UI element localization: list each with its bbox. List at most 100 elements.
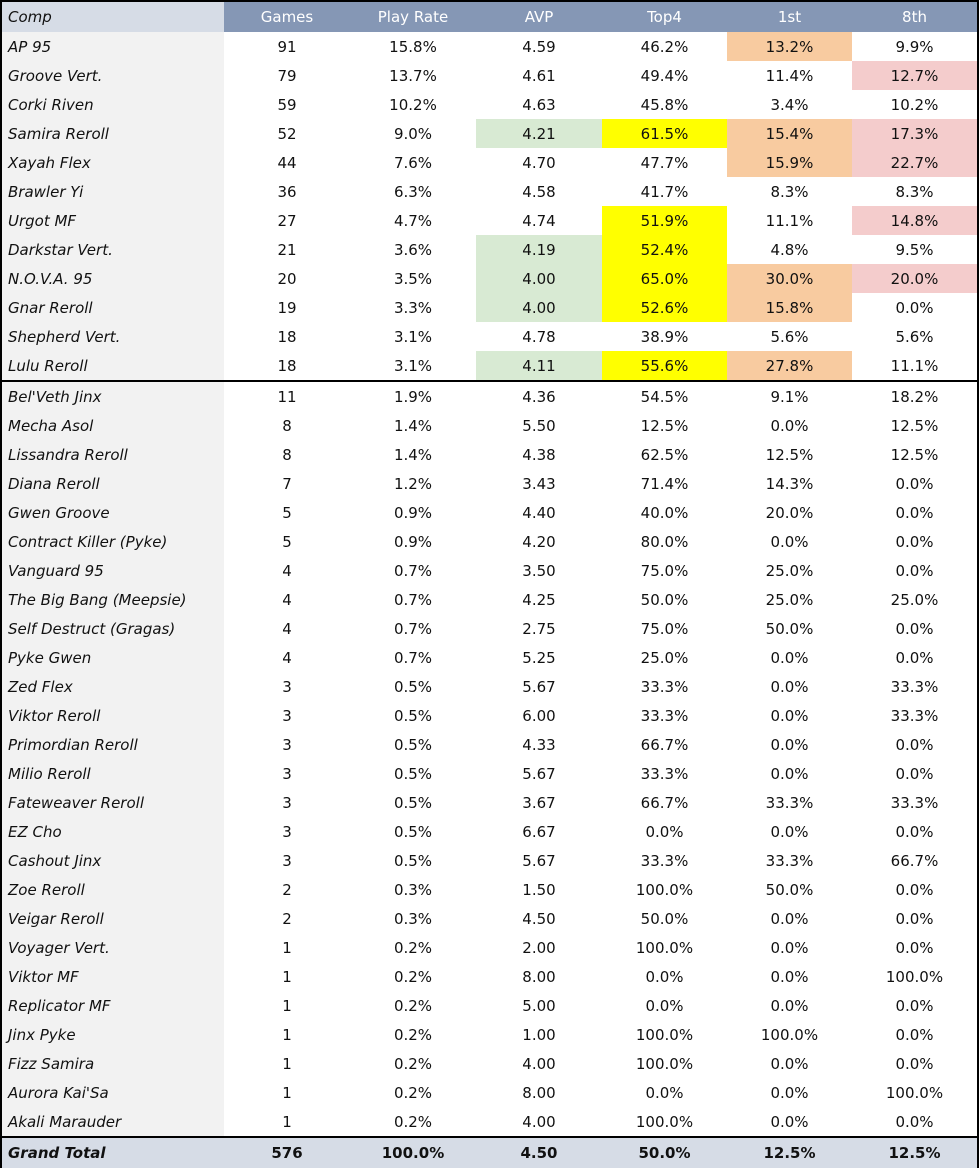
eighth-cell: 0.0% [895, 648, 934, 667]
col-header-top4[interactable]: Top4 [602, 2, 727, 32]
comp-cell: Xayah Flex [2, 148, 224, 177]
top4-cell: 49.4% [640, 66, 689, 85]
table-row: Jinx Pyke 1 0.2% 1.00 100.0% 100.0% 0.0% [2, 1020, 977, 1049]
col-header-games[interactable]: Games [224, 2, 350, 32]
games-cell: 59 [277, 95, 297, 114]
eighth-cell: 0.0% [895, 1054, 934, 1073]
col-header-avp[interactable]: AVP [476, 2, 602, 32]
games-cell: 19 [277, 298, 297, 317]
first-cell: 14.3% [765, 474, 814, 493]
col-header-8th[interactable]: 8th [852, 2, 977, 32]
top4-cell: 46.2% [640, 37, 689, 56]
games-cell: 21 [277, 240, 297, 259]
eighth-cell: 10.2% [890, 95, 939, 114]
play-rate-cell: 3.5% [393, 269, 433, 288]
total-first: 12.5% [727, 1136, 852, 1168]
table-row: Darkstar Vert. 21 3.6% 4.19 52.4% 4.8% 9.5% [2, 235, 977, 264]
first-cell: 3.4% [770, 95, 809, 114]
first-cell: 0.0% [770, 764, 809, 783]
first-cell: 0.0% [770, 1054, 809, 1073]
comp-cell: Primordian Reroll [2, 730, 224, 759]
table-row: EZ Cho 3 0.5% 6.67 0.0% 0.0% 0.0% [2, 817, 977, 846]
first-cell: 0.0% [770, 822, 809, 841]
first-cell: 0.0% [770, 532, 809, 551]
play-rate-cell: 1.2% [393, 474, 433, 493]
eighth-cell: 0.0% [895, 503, 934, 522]
games-cell: 20 [277, 269, 297, 288]
top4-cell: 100.0% [635, 1112, 694, 1131]
avp-cell: 4.21 [476, 119, 602, 148]
table-row: Fizz Samira 1 0.2% 4.00 100.0% 0.0% 0.0% [2, 1049, 977, 1078]
games-cell: 27 [277, 211, 297, 230]
avp-cell: 4.20 [522, 532, 556, 551]
table-row: Groove Vert. 79 13.7% 4.61 49.4% 11.4% 12.7% [2, 61, 977, 90]
avp-cell: 4.50 [522, 909, 556, 928]
first-cell: 0.0% [770, 706, 809, 725]
eighth-cell: 0.0% [895, 764, 934, 783]
top4-cell: 0.0% [645, 967, 684, 986]
table-row: Viktor MF 1 0.2% 8.00 0.0% 0.0% 100.0% [2, 962, 977, 991]
top4-cell: 54.5% [640, 387, 689, 406]
comp-cell: Veigar Reroll [2, 904, 224, 933]
games-cell: 91 [277, 37, 297, 56]
games-cell: 1 [282, 1083, 292, 1102]
play-rate-cell: 0.7% [393, 590, 433, 609]
col-header-comp[interactable]: Comp [2, 2, 224, 32]
col-header-1st[interactable]: 1st [727, 2, 852, 32]
play-rate-cell: 10.2% [389, 95, 437, 114]
eighth-cell: 0.0% [895, 1025, 934, 1044]
table-row: Veigar Reroll 2 0.3% 4.50 50.0% 0.0% 0.0% [2, 904, 977, 933]
total-play-rate: 100.0% [350, 1136, 476, 1168]
games-cell: 1 [282, 967, 292, 986]
top4-cell: 40.0% [640, 503, 689, 522]
games-cell: 4 [282, 561, 292, 580]
comp-cell: Samira Reroll [2, 119, 224, 148]
eighth-cell: 0.0% [895, 298, 934, 317]
avp-cell: 3.43 [522, 474, 556, 493]
table-row: Shepherd Vert. 18 3.1% 4.78 38.9% 5.6% 5.6% [2, 322, 977, 351]
col-header-play-rate[interactable]: Play Rate [350, 2, 476, 32]
comp-cell: AP 95 [2, 32, 224, 61]
table-row: Akali Marauder 1 0.2% 4.00 100.0% 0.0% 0.0% [2, 1107, 977, 1137]
comp-cell: Mecha Asol [2, 411, 224, 440]
play-rate-cell: 0.3% [393, 909, 433, 928]
games-cell: 3 [282, 793, 292, 812]
comp-cell: Shepherd Vert. [2, 322, 224, 351]
games-cell: 8 [282, 416, 292, 435]
first-cell: 4.8% [770, 240, 809, 259]
avp-cell: 4.59 [522, 37, 556, 56]
avp-cell: 4.74 [522, 211, 556, 230]
eighth-cell: 33.3% [890, 677, 939, 696]
top4-cell: 100.0% [635, 938, 694, 957]
avp-cell: 4.00 [522, 1054, 556, 1073]
eighth-cell: 25.0% [890, 590, 939, 609]
eighth-cell: 12.5% [890, 416, 939, 435]
play-rate-cell: 0.5% [393, 706, 433, 725]
eighth-cell: 9.5% [895, 240, 934, 259]
top4-cell: 50.0% [640, 909, 689, 928]
first-cell: 0.0% [770, 416, 809, 435]
eighth-cell: 100.0% [885, 1083, 944, 1102]
avp-cell: 5.67 [522, 677, 556, 696]
comp-cell: Akali Marauder [2, 1107, 224, 1137]
comp-cell: Pyke Gwen [2, 643, 224, 672]
top4-cell: 33.3% [640, 764, 689, 783]
comp-cell: N.O.V.A. 95 [2, 264, 224, 293]
table-row: Pyke Gwen 4 0.7% 5.25 25.0% 0.0% 0.0% [2, 643, 977, 672]
comp-cell: Viktor MF [2, 962, 224, 991]
header-row: Comp Games Play Rate AVP Top4 1st 8th [2, 2, 977, 32]
play-rate-cell: 6.3% [393, 182, 433, 201]
top4-cell: 52.4% [602, 235, 727, 264]
comp-cell: Lissandra Reroll [2, 440, 224, 469]
first-cell: 33.3% [765, 793, 814, 812]
avp-cell: 1.00 [522, 1025, 556, 1044]
first-cell: 0.0% [770, 1083, 809, 1102]
avp-cell: 8.00 [522, 1083, 556, 1102]
games-cell: 3 [282, 822, 292, 841]
games-cell: 3 [282, 706, 292, 725]
first-cell: 30.0% [727, 264, 852, 293]
play-rate-cell: 0.7% [393, 619, 433, 638]
comp-cell: Gnar Reroll [2, 293, 224, 322]
table-row: Xayah Flex 44 7.6% 4.70 47.7% 15.9% 22.7% [2, 148, 977, 177]
eighth-cell: 11.1% [852, 351, 977, 382]
